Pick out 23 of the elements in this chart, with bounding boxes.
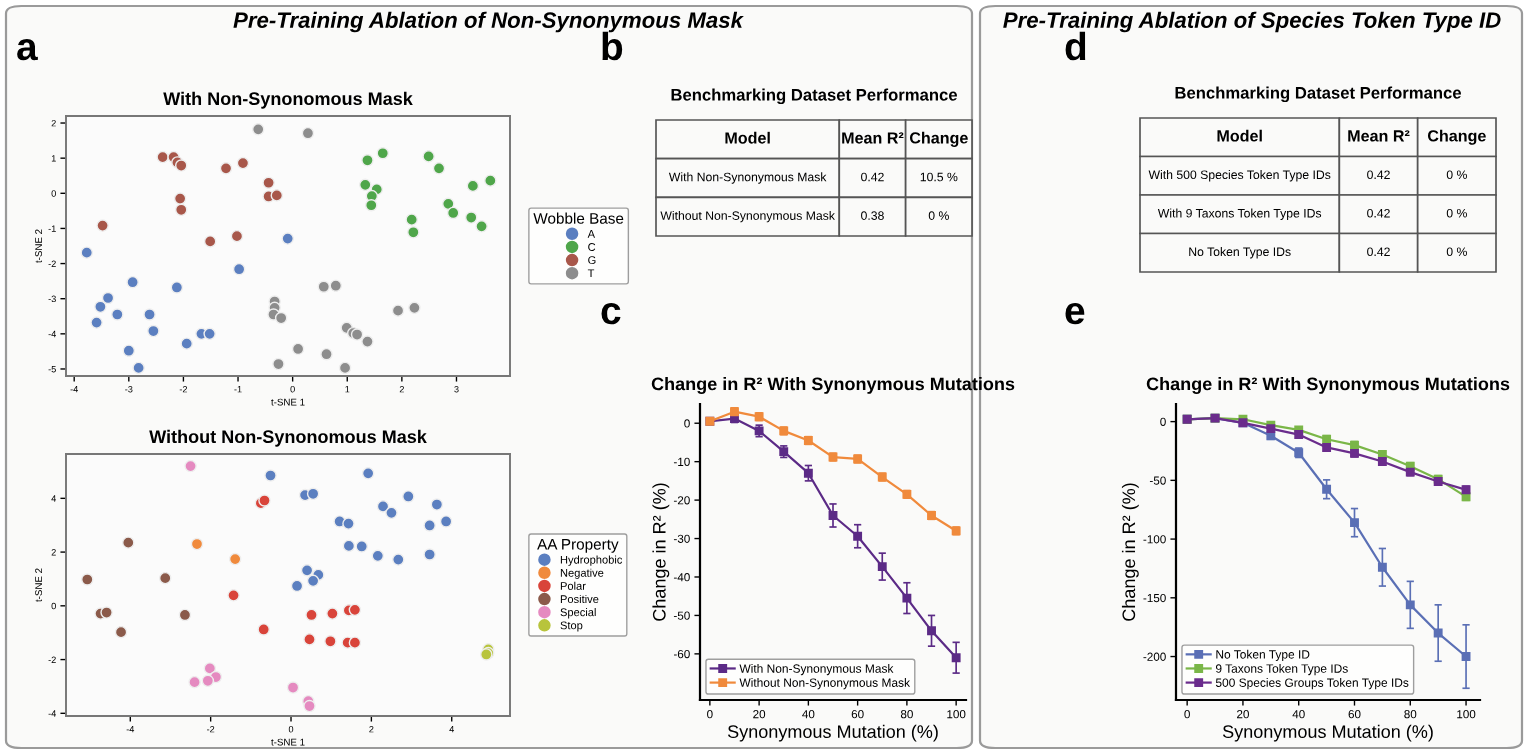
x-axis-title: Synonymous Mutation (%): [727, 724, 938, 742]
y-axis-title: Change in R² (%): [1121, 483, 1139, 621]
text: Benchmarking Dataset Performance: [671, 88, 958, 105]
category-label: Change: [909, 131, 968, 147]
text: Pre-Training Ablation of Species Token Type ID: [1003, 11, 1501, 33]
category-label: Mean R²: [842, 132, 904, 144]
text: b: [602, 31, 623, 61]
chart-title: Change in R² With Synonymous Mutations: [651, 377, 1015, 394]
text: a: [17, 39, 38, 61]
category-label: Model: [1217, 129, 1262, 142]
y-axis-title: Change in R² (%): [652, 483, 670, 621]
chart-title: Without Non-Synonomous Mask: [149, 429, 427, 447]
text: e: [1065, 303, 1085, 325]
x-axis-title: Synonymous Mutation (%): [1222, 724, 1433, 742]
category-label: Change: [1427, 129, 1486, 145]
category-label: Model: [725, 131, 770, 144]
text: Pre-Training Ablation of Non-Synonymous Mask: [233, 11, 744, 33]
category-label: Mean R²: [1348, 130, 1410, 142]
chart-title: Change in R² With Synonymous Mutations: [1146, 377, 1510, 394]
text: Benchmarking Dataset Performance: [1175, 86, 1462, 103]
text: d: [1065, 31, 1086, 61]
chart-title: With Non-Synonomous Mask: [163, 91, 413, 109]
text: c: [601, 303, 621, 325]
